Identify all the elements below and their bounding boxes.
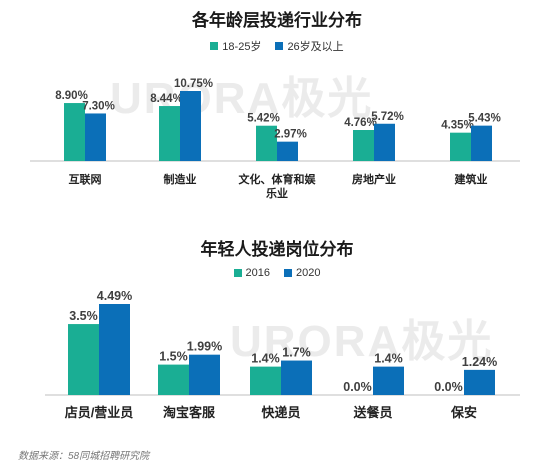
data-label: 5.42% xyxy=(247,113,280,125)
category-label: 淘宝客服 xyxy=(163,405,216,420)
data-label: 5.72% xyxy=(371,111,404,123)
data-label: 3.5% xyxy=(69,309,98,323)
data-label: 2.97% xyxy=(274,129,307,141)
bar-series2 xyxy=(373,366,404,395)
bar-series1 xyxy=(64,103,85,161)
data-label: 8.90% xyxy=(55,90,88,102)
chart1-plot: 8.90%7.30% 互联网 8.44% 10.75% 制造业 5.42% 2.97% 文化、… xyxy=(30,78,520,200)
bar-series2 xyxy=(180,91,201,161)
watermark-logo: URORA极光 xyxy=(110,74,374,123)
watermark-logo: URORA极光 xyxy=(230,317,494,366)
category-label: 快递员 xyxy=(261,405,300,420)
bar-series2 xyxy=(471,125,492,161)
source-note: 数据来源：58同城招聘研究院 xyxy=(18,451,150,462)
legend-item-series2: 26岁及以上 xyxy=(275,38,344,54)
bar-series2 xyxy=(277,141,298,161)
data-label: 1.5% xyxy=(159,350,188,364)
bar-series2 xyxy=(99,304,130,395)
data-label: 10.75% xyxy=(174,78,213,90)
chart2-title: 年轻人投递岗位分布 xyxy=(200,240,354,259)
legend-item-series1: 18-25岁 xyxy=(210,38,261,54)
category-label: 互联网 xyxy=(69,172,102,186)
bar-series2 xyxy=(464,369,495,395)
data-label: 1.4% xyxy=(374,352,403,366)
data-label: 1.99% xyxy=(187,340,222,354)
bar-series1 xyxy=(450,132,471,161)
legend-label: 2020 xyxy=(296,267,321,279)
legend-item-series1: 2016 xyxy=(233,267,270,279)
chart1-legend: 18-25岁 26岁及以上 xyxy=(0,38,554,54)
category-label: 送餐员 xyxy=(352,405,392,420)
legend-label: 26岁及以上 xyxy=(287,41,344,53)
bar-series1 xyxy=(159,106,180,161)
legend-swatch-blue xyxy=(275,42,284,50)
data-label: 4.49% xyxy=(97,289,132,303)
data-label: 4.76% xyxy=(344,117,377,129)
legend-label: 2016 xyxy=(245,267,270,279)
bar-series2 xyxy=(189,354,220,395)
bar-series1 xyxy=(250,366,281,395)
bar-series1 xyxy=(353,130,374,161)
legend-swatch-blue xyxy=(284,269,292,277)
category-label: 制造业 xyxy=(164,172,197,186)
data-label: 1.24% xyxy=(462,355,497,369)
data-label: 7.30% xyxy=(82,100,115,112)
chart2-legend: 2016 2020 xyxy=(0,267,554,279)
legend-item-series2: 2020 xyxy=(284,267,320,279)
data-label: 1.4% xyxy=(251,352,280,366)
category-label: 文化、体育和娱 xyxy=(239,172,317,186)
category-label: 乐业 xyxy=(266,186,288,200)
data-label: 8.44% xyxy=(150,93,183,105)
bar-series1 xyxy=(68,324,99,395)
bar-series1 xyxy=(158,364,189,395)
legend-swatch-teal xyxy=(233,269,242,277)
data-label: 0.0% xyxy=(343,380,372,394)
category-label: 建筑业 xyxy=(455,172,488,186)
bar-series1 xyxy=(256,125,277,161)
bar-series2 xyxy=(85,113,106,161)
data-label: 1.7% xyxy=(282,346,311,360)
legend-label: 18-25岁 xyxy=(222,41,262,53)
legend-swatch-teal xyxy=(210,42,219,50)
data-label: 0.0% xyxy=(434,380,463,394)
bar-series2 xyxy=(281,360,312,395)
category-label: 保安 xyxy=(450,405,477,420)
bar-series2 xyxy=(374,123,395,161)
data-label: 5.43% xyxy=(468,113,501,125)
category-label: 房地产业 xyxy=(352,172,396,186)
category-label: 店员/营业员 xyxy=(65,405,134,420)
chart1-title: 各年龄层投递行业分布 xyxy=(192,11,362,30)
data-label: 4.35% xyxy=(441,120,474,132)
